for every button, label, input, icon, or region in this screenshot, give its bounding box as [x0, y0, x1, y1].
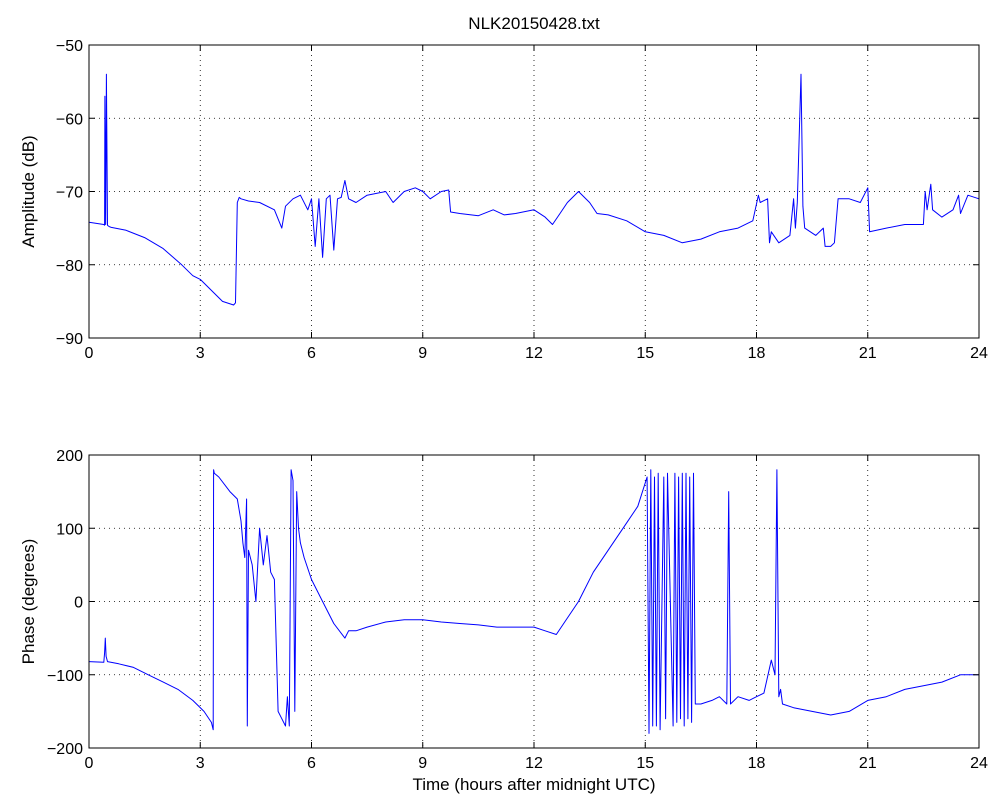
amplitude-ytick-label: −70 [56, 185, 83, 202]
phase-ytick-label: −100 [47, 668, 83, 685]
phase-xtick-label: 15 [636, 755, 654, 772]
phase-xtick-label: 12 [525, 755, 543, 772]
amplitude-xtick-label: 3 [196, 345, 205, 362]
amplitude-xtick-label: 21 [859, 345, 877, 362]
phase-xtick-label: 6 [307, 755, 316, 772]
amplitude-xtick-label: 12 [525, 345, 543, 362]
phase-ytick-label: 100 [56, 521, 83, 538]
amplitude-ytick-label: −50 [56, 38, 83, 55]
phase-ytick-label: 200 [56, 448, 83, 465]
amplitude-xtick-label: 15 [636, 345, 654, 362]
phase-ytick-label: 0 [74, 595, 83, 612]
amplitude-title: NLK20150428.txt [468, 14, 600, 33]
amplitude-ytick-label: −80 [56, 258, 83, 275]
phase-ytick-label: −200 [47, 741, 83, 758]
amplitude-xtick-label: 6 [307, 345, 316, 362]
phase-ylabel: Phase (degrees) [19, 539, 38, 665]
phase-xtick-label: 18 [748, 755, 766, 772]
phase-xlabel: Time (hours after midnight UTC) [412, 775, 655, 794]
phase-xtick-label: 3 [196, 755, 205, 772]
phase-xtick-label: 9 [418, 755, 427, 772]
phase-panel: 0 3 6 9 12 15 18 21 24 −200 −100 0 100 200 Time (hours… [19, 448, 988, 794]
phase-xtick-label: 24 [970, 755, 988, 772]
amplitude-series-line [88, 73, 980, 306]
amplitude-ytick-label: −60 [56, 111, 83, 128]
amplitude-xtick-label: 24 [970, 345, 988, 362]
amplitude-panel: 0 3 6 9 12 15 18 21 24 −90 −80 −70 −60 −50 NLK20150428… [19, 14, 988, 362]
amplitude-ylabel: Amplitude (dB) [19, 135, 38, 247]
amplitude-ytick-label: −90 [56, 331, 83, 348]
amplitude-xtick-label: 18 [748, 345, 766, 362]
amplitude-xtick-label: 0 [85, 345, 94, 362]
amplitude-xtick-label: 9 [418, 345, 427, 362]
phase-series-line [88, 469, 979, 734]
phase-xtick-label: 0 [85, 755, 94, 772]
phase-xtick-label: 21 [859, 755, 877, 772]
